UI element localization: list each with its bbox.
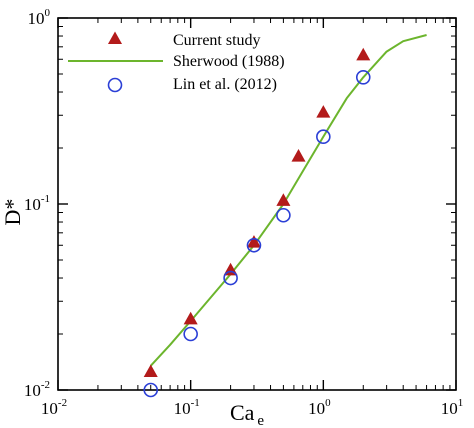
data-point-lin: [316, 129, 331, 145]
series-line-sherwood: [149, 34, 427, 367]
legend-label-sherwood: Sherwood (1988): [173, 53, 285, 70]
data-point-current-study: [356, 47, 371, 61]
y-tick-label: 10-1: [24, 193, 50, 214]
data-point-lin: [143, 382, 159, 398]
ticks-layer: [57, 17, 457, 391]
data-point-lin: [276, 207, 291, 223]
y-tick-label: 10-2: [24, 379, 50, 400]
legend-label-lin: Lin et al. (2012): [173, 76, 277, 93]
legend-swatch-current-study: [107, 31, 123, 45]
data-point-current-study: [246, 235, 261, 248]
x-axis-label: Ca e: [230, 400, 264, 428]
legend-swatch-lin: [107, 77, 123, 93]
data-point-current-study: [316, 105, 331, 118]
y-tick-label: 100: [28, 7, 51, 28]
data-point-lin: [246, 237, 262, 253]
y-axis-label: D*: [0, 199, 25, 226]
data-point-current-study: [291, 148, 306, 162]
data-point-current-study: [183, 311, 198, 325]
plot-frame: [57, 17, 457, 391]
data-point-current-study: [143, 364, 158, 378]
data-point-lin: [183, 326, 198, 342]
legend: Current study Sherwood (1988) Lin et al.…: [68, 31, 285, 93]
data-point-lin: [223, 270, 238, 286]
x-tick-label: 10-2: [41, 397, 67, 418]
x-tick-label: 100: [308, 397, 331, 418]
legend-swatches: [68, 31, 163, 93]
data-point-current-study: [276, 193, 291, 206]
legend-label-current-study: Current study: [173, 32, 261, 49]
x-tick-label: 10-1: [174, 397, 200, 418]
tick-labels-layer: 10-2 10-1 100 101 10-2 10-1 100: [24, 7, 463, 418]
data-point-lin: [355, 69, 371, 85]
series-layer: [143, 34, 427, 398]
x-tick-label: 101: [441, 397, 464, 418]
